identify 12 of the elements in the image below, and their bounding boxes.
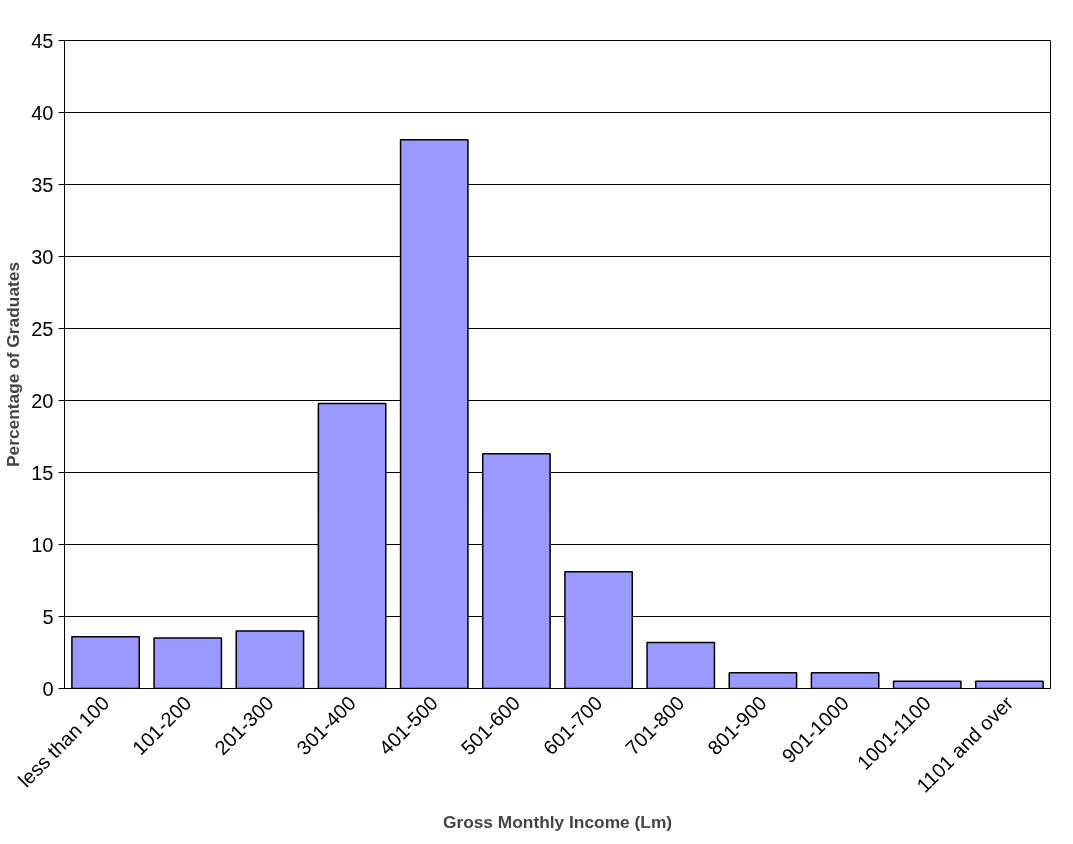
y-tick-label: 35 — [31, 173, 54, 196]
y-tick-label: 45 — [31, 29, 54, 52]
y-tick-label: 15 — [31, 461, 54, 484]
y-axis-title: Percentage of Graduates — [3, 261, 24, 468]
y-tick-label: 5 — [42, 605, 54, 628]
y-tick-label: 30 — [31, 245, 54, 268]
x-axis-title: Gross Monthly Income (Lm) — [442, 812, 673, 833]
y-tick-label: 0 — [42, 677, 54, 700]
y-tick-label: 40 — [31, 101, 54, 124]
y-tick-label: 20 — [31, 389, 54, 412]
y-tick-label: 25 — [31, 317, 54, 340]
y-tick-label: 10 — [31, 533, 54, 556]
